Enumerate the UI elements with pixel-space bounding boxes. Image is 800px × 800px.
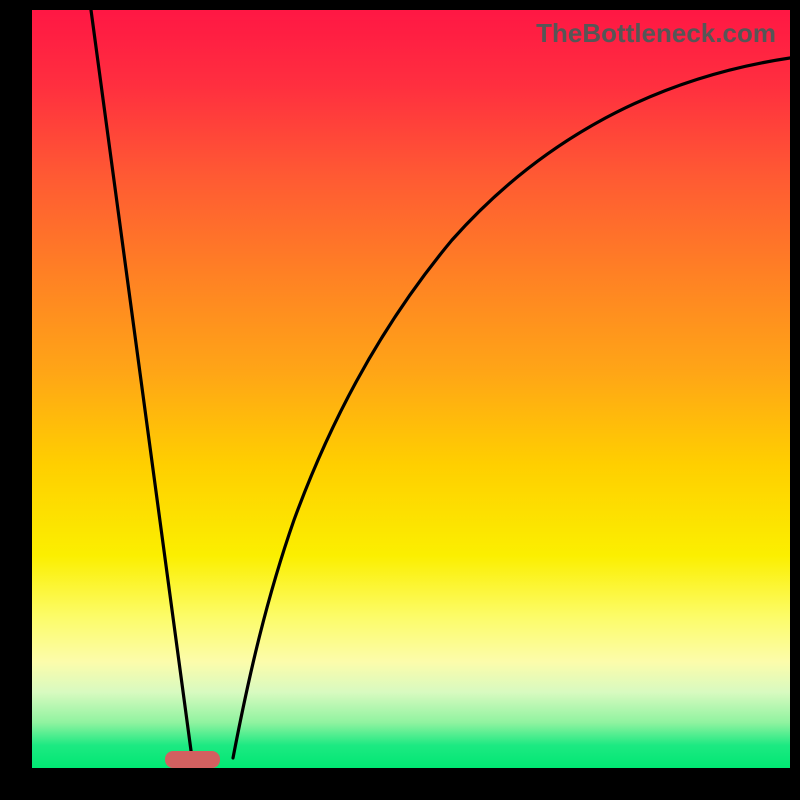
watermark-text: TheBottleneck.com <box>536 18 776 49</box>
frame-bottom <box>0 768 800 800</box>
left-descending-line <box>91 10 192 758</box>
plot-area: TheBottleneck.com <box>32 10 790 768</box>
right-ascending-curve <box>233 58 790 758</box>
frame-left <box>0 0 32 800</box>
frame-top <box>0 0 800 10</box>
bottleneck-curves <box>32 10 790 768</box>
optimal-range-marker <box>165 751 220 768</box>
frame-right <box>790 0 800 800</box>
chart-container: { "canvas": { "width": 800, "height": 80… <box>0 0 800 800</box>
